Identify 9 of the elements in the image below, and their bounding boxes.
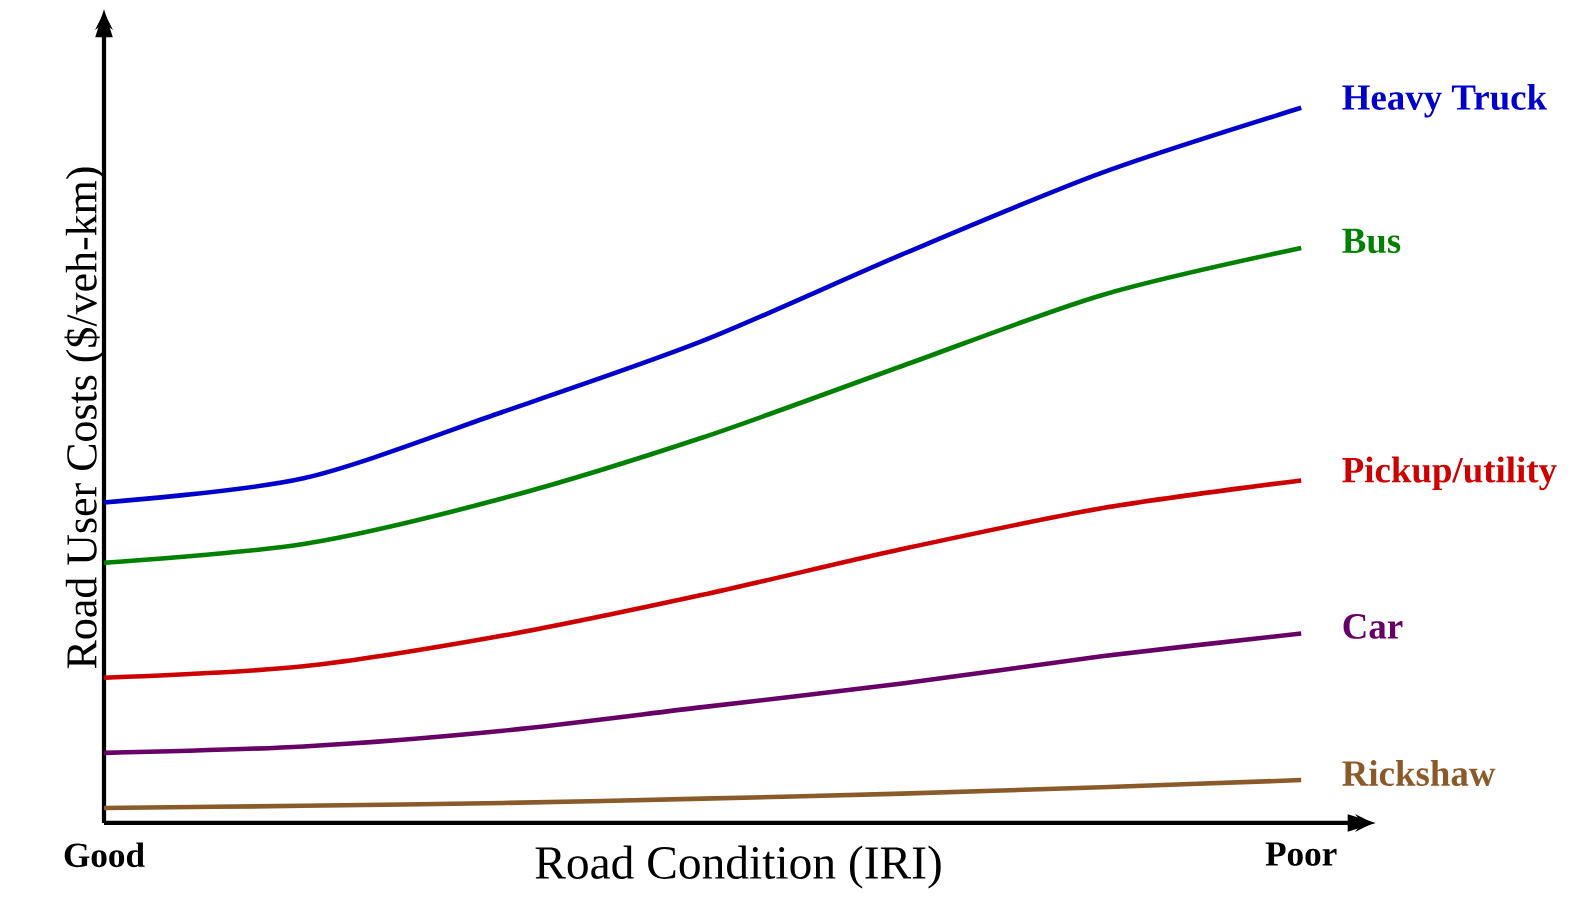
series-label: Car (1343, 614, 1403, 639)
x-tick-label: Poor (1265, 842, 1337, 866)
y-axis-title: Road User Costs ($/veh-km) (64, 167, 106, 669)
x-tick-label: Good (64, 842, 145, 868)
series-label: Bus (1342, 228, 1401, 254)
x-axis-title: Road Condition (IRI) (535, 845, 941, 889)
series-label: Rickshaw (1342, 760, 1496, 787)
series-label: Pickup/utility (1342, 456, 1557, 491)
series-label: Heavy Truck (1342, 84, 1548, 118)
